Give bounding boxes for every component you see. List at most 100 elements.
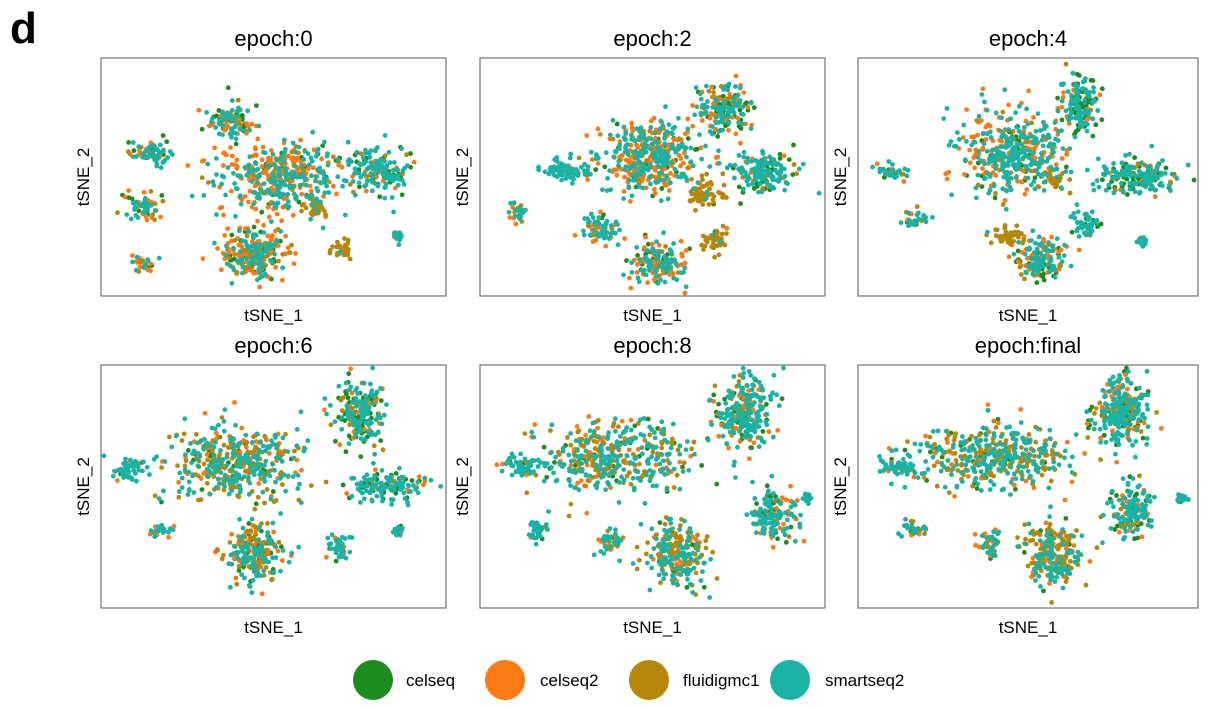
data-point — [137, 259, 143, 265]
data-point — [363, 147, 368, 153]
data-point — [1067, 177, 1073, 183]
data-point — [285, 473, 291, 479]
data-point — [261, 181, 267, 187]
data-point — [657, 177, 663, 183]
data-point — [277, 455, 283, 461]
data-point — [738, 126, 744, 131]
data-point — [1013, 110, 1018, 116]
data-point — [724, 195, 729, 201]
data-point — [228, 114, 234, 120]
data-point — [757, 181, 763, 187]
data-point — [772, 167, 778, 173]
data-point — [1090, 133, 1096, 139]
data-point — [1030, 139, 1036, 145]
data-point — [1089, 209, 1095, 215]
data-point — [1069, 229, 1075, 235]
data-point — [259, 164, 265, 169]
data-point — [1006, 170, 1012, 176]
data-point — [614, 172, 620, 178]
data-point — [369, 388, 375, 394]
data-point — [715, 134, 721, 139]
data-point — [226, 491, 232, 497]
data-point — [775, 536, 780, 542]
data-point — [704, 104, 710, 110]
data-point — [237, 122, 243, 127]
data-point — [389, 195, 395, 200]
data-point — [700, 184, 705, 190]
data-point — [779, 396, 785, 402]
data-point — [136, 144, 142, 150]
data-point — [299, 172, 305, 177]
data-point — [317, 204, 323, 209]
data-point — [716, 433, 722, 439]
data-point — [274, 238, 280, 244]
data-point — [1129, 181, 1135, 186]
data-point — [293, 251, 298, 256]
data-point — [378, 386, 383, 391]
data-point — [360, 490, 365, 496]
data-point — [634, 126, 640, 132]
data-point — [962, 172, 967, 177]
data-point — [370, 179, 375, 185]
data-point — [255, 136, 261, 142]
data-point — [275, 548, 281, 554]
data-point — [999, 134, 1005, 140]
data-point — [1022, 191, 1028, 197]
data-point — [566, 163, 571, 169]
data-point — [611, 167, 617, 173]
data-point — [290, 140, 296, 146]
data-point — [130, 253, 135, 258]
data-point — [698, 91, 703, 97]
data-point — [228, 188, 234, 194]
data-point — [298, 500, 304, 506]
data-point — [325, 151, 330, 157]
data-point — [761, 163, 766, 169]
data-point — [209, 443, 215, 449]
data-point — [1024, 139, 1030, 145]
data-point — [272, 162, 278, 168]
data-point — [314, 208, 320, 214]
data-point — [603, 221, 609, 227]
data-point — [308, 188, 314, 194]
data-point — [1006, 233, 1012, 239]
data-point — [716, 252, 722, 258]
data-point — [1023, 269, 1029, 275]
data-point — [1075, 209, 1081, 215]
data-point — [134, 254, 140, 260]
data-point — [710, 124, 715, 129]
data-point — [1059, 98, 1065, 104]
data-point — [610, 136, 616, 142]
data-point — [394, 481, 400, 487]
data-point — [185, 492, 191, 497]
data-point — [914, 219, 920, 224]
data-point — [132, 207, 137, 212]
data-point — [1041, 236, 1046, 242]
data-point — [662, 141, 668, 147]
data-point — [176, 489, 182, 494]
data-point — [736, 184, 742, 190]
data-point — [156, 496, 162, 501]
data-point — [176, 479, 182, 485]
data-point — [748, 445, 754, 450]
data-point — [190, 451, 196, 456]
panel-title: epoch:8 — [613, 333, 691, 358]
data-point — [229, 280, 235, 286]
data-point — [1041, 255, 1047, 261]
data-point — [969, 134, 975, 140]
data-point — [318, 199, 323, 205]
data-point — [216, 116, 222, 122]
data-point — [983, 137, 989, 142]
data-point — [346, 157, 352, 163]
data-point — [982, 99, 987, 105]
data-point — [992, 195, 998, 201]
data-point — [246, 582, 252, 588]
data-point — [236, 228, 242, 234]
data-point — [293, 164, 298, 169]
data-point — [245, 454, 251, 460]
data-point — [356, 170, 362, 176]
data-point — [768, 156, 774, 162]
data-point — [307, 196, 313, 201]
data-point — [680, 464, 685, 470]
data-point — [179, 438, 185, 443]
